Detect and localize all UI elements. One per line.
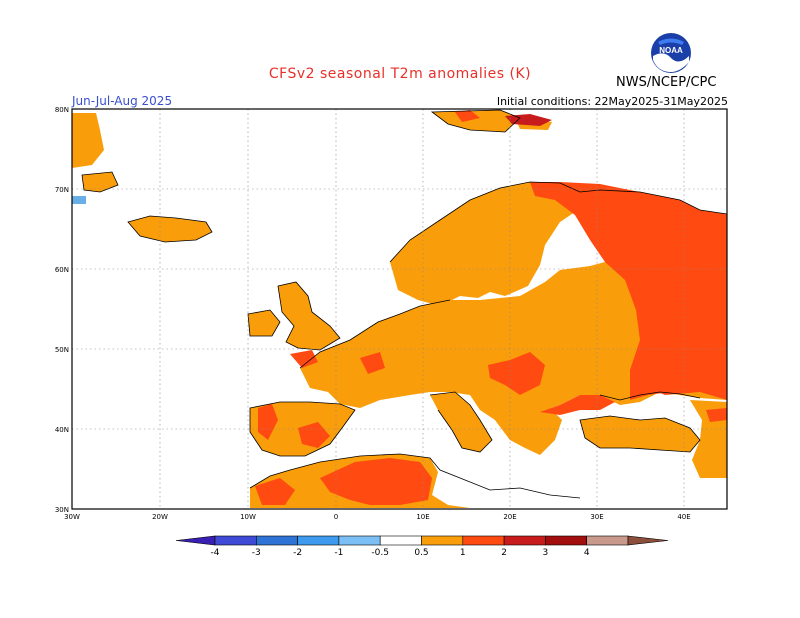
colorbar-swatch bbox=[545, 535, 588, 546]
colorbar-label: -1 bbox=[334, 548, 344, 558]
lat-label: 30N bbox=[55, 506, 69, 514]
lat-label: 40N bbox=[55, 426, 69, 434]
lat-label: 60N bbox=[55, 266, 69, 274]
colorbar-swatch bbox=[462, 535, 505, 546]
lat-label: 80N bbox=[55, 106, 69, 114]
coastlines bbox=[81, 109, 728, 499]
lat-axis: 30N 40N 50N 60N 70N 80N bbox=[55, 106, 69, 514]
lon-label: 10E bbox=[416, 513, 429, 521]
noaa-logo: NOAA bbox=[651, 33, 691, 73]
lat-label: 70N bbox=[55, 186, 69, 194]
colorbar-label: -2 bbox=[293, 548, 303, 558]
lat-label: 50N bbox=[55, 346, 69, 354]
lon-axis: 30W 20W 10W 0 10E 20E 30E 40E bbox=[64, 513, 691, 521]
colorbar bbox=[175, 535, 669, 546]
map-title: CFSv2 seasonal T2m anomalies (K) bbox=[268, 66, 532, 82]
lon-label: 30W bbox=[64, 513, 80, 521]
colorbar-label: 2 bbox=[501, 548, 507, 558]
anomaly-negative-spot bbox=[72, 196, 86, 204]
colorbar-swatch bbox=[586, 535, 629, 546]
lon-label: 40E bbox=[677, 513, 690, 521]
initial-conditions-label: Initial conditions: 22May2025-31May2025 bbox=[496, 95, 728, 108]
colorbar-arrow-right bbox=[627, 535, 669, 546]
colorbar-swatch bbox=[421, 535, 464, 546]
lon-label: 0 bbox=[334, 513, 338, 521]
logo-text: NOAA bbox=[659, 46, 683, 55]
colorbar-swatch bbox=[503, 535, 546, 546]
graticule bbox=[72, 109, 727, 509]
agency-label: NWS/NCEP/CPC bbox=[616, 75, 717, 90]
colorbar-label: 4 bbox=[583, 548, 590, 558]
lon-label: 30E bbox=[590, 513, 603, 521]
lon-label: 20E bbox=[503, 513, 516, 521]
anomaly-red-region bbox=[255, 110, 727, 505]
colorbar-label: 0.5 bbox=[414, 548, 429, 558]
colorbar-arrow-left bbox=[175, 535, 216, 546]
colorbar-swatch bbox=[255, 535, 298, 546]
colorbar-swatch bbox=[338, 535, 381, 546]
map-frame bbox=[71, 108, 728, 510]
season-label: Jun-Jul-Aug 2025 bbox=[72, 94, 173, 108]
colorbar-swatch bbox=[379, 535, 422, 546]
colorbar-swatch bbox=[297, 535, 340, 546]
colorbar-label: -4 bbox=[210, 548, 220, 558]
lon-label: 20W bbox=[152, 513, 168, 521]
colorbar-label: -3 bbox=[251, 548, 261, 558]
colorbar-swatch bbox=[214, 535, 257, 546]
colorbar-label: 1 bbox=[459, 548, 466, 558]
colorbar-label: -0.5 bbox=[371, 548, 389, 558]
lon-label: 10W bbox=[240, 513, 256, 521]
colorbar-label: 3 bbox=[542, 548, 549, 558]
